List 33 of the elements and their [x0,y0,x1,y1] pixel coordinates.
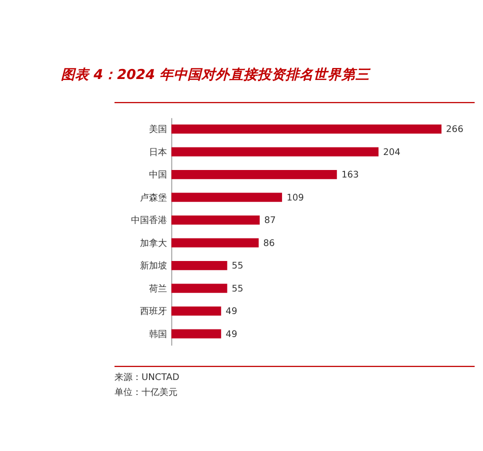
data-label: 87 [264,216,276,226]
y-tick-label: 韩国 [149,328,168,340]
bar [171,329,222,338]
y-tick-label: 加拿大 [140,238,168,249]
y-tick-label: 荷兰 [149,283,168,294]
bar [171,238,259,248]
source-note: 来源：UNCTAD [114,372,180,384]
bar [171,147,379,156]
bar [171,124,442,134]
data-label: 204 [383,148,401,158]
y-tick-label: 中国香港 [131,215,168,226]
bar [171,192,282,202]
y-tick-label: 卢森堡 [140,192,168,204]
data-label: 163 [341,170,359,181]
y-tick-label: 西班牙 [140,306,168,318]
bar [171,170,337,180]
y-tick-label: 日本 [149,146,168,158]
data-label: 109 [286,193,304,204]
data-label: 49 [226,307,238,318]
data-label: 49 [226,330,238,340]
data-label: 55 [232,284,244,294]
chart-title: 图表 4：2024 年中国对外直接投资排名世界第三 [60,67,372,84]
bar [171,216,260,225]
bar [171,261,228,270]
y-tick-label: 新加坡 [140,260,168,272]
text: 单位：十亿美元 [114,387,178,398]
y-tick-label: 中国 [149,170,168,181]
bar [171,284,228,293]
data-label: 266 [446,125,464,136]
y-tick-label: 美国 [149,124,168,136]
data-label: 55 [232,262,244,272]
data-label: 86 [263,238,276,249]
bar [171,306,222,316]
